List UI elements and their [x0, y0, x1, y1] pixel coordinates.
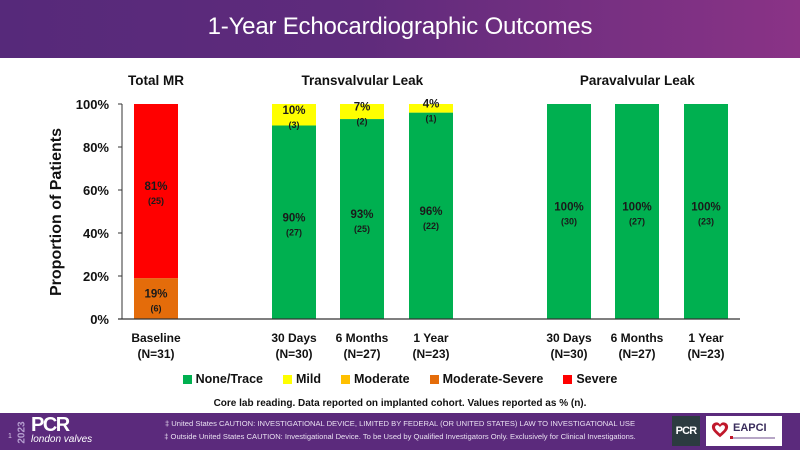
bar-value-label: 19% [144, 289, 167, 301]
y-tick-label: 60% [83, 183, 109, 198]
pcr-london-valves-logo: PCR [31, 414, 70, 436]
bar-value-label: 90% [282, 212, 305, 224]
bar-value-label: 10% [282, 105, 305, 117]
bar-value-label: 96% [419, 206, 442, 218]
legend-item: Mild [283, 372, 321, 386]
y-tick-label: 40% [83, 226, 109, 241]
group-title: Paravalvular Leak [580, 73, 695, 88]
bar-value-label: 81% [144, 181, 167, 193]
slide-number: 1 [8, 433, 12, 440]
legend-label: Moderate-Severe [442, 372, 544, 386]
bar-count-label: (6) [151, 304, 162, 314]
eapci-label: EAPCI [733, 422, 767, 434]
legend-item: Moderate [341, 372, 410, 386]
legend-swatch [283, 374, 293, 384]
x-category-label: 6 Months [611, 331, 664, 345]
eapci-tagline [733, 437, 775, 439]
slide-title: 1-Year Echocardiographic Outcomes [207, 13, 593, 40]
bar-segment [409, 112, 453, 319]
bar-count-label: (27) [629, 217, 645, 227]
x-category-n-label: (N=31) [137, 347, 174, 361]
legend-label: None/Trace [195, 372, 264, 386]
bar-segment [340, 104, 384, 120]
bar-segment [409, 104, 453, 113]
x-category-n-label: (N=30) [550, 347, 587, 361]
legend-swatch [429, 374, 439, 384]
bar-value-label: 100% [554, 202, 583, 214]
bar-count-label: (22) [423, 221, 439, 231]
bar-value-label: 100% [691, 202, 720, 214]
bar-segment [134, 278, 178, 319]
group-title: Total MR [128, 73, 184, 88]
y-axis-label: Proportion of Patients [48, 128, 65, 296]
x-category-label: 1 Year [688, 331, 723, 345]
x-category-n-label: (N=23) [412, 347, 449, 361]
heart-icon [711, 422, 729, 438]
eapci-logo: EAPCI [706, 416, 782, 446]
x-category-n-label: (N=27) [618, 347, 655, 361]
x-category-n-label: (N=23) [687, 347, 724, 361]
title-bar: 1-Year Echocardiographic Outcomes [0, 0, 800, 58]
logo-subtitle: london valves [31, 434, 93, 445]
bar-count-label: (3) [289, 120, 300, 130]
y-tick-label: 0% [90, 312, 109, 327]
bar-segment [272, 104, 316, 126]
footer-bar: 1 2023 PCR london valves ‡ United States… [0, 413, 800, 450]
chart-footnote: Core lab reading. Data reported on impla… [213, 398, 587, 409]
x-category-label: 30 Days [546, 331, 592, 345]
chart-legend: None/Trace Mild Moderate Moderate-Severe Sev… [0, 372, 800, 386]
legend-item: Moderate-Severe [429, 372, 544, 386]
x-category-label: 1 Year [413, 331, 448, 345]
bar-value-label: 7% [354, 102, 371, 114]
pcr-partner-logo: PCR [672, 416, 700, 446]
bar-count-label: (25) [354, 224, 370, 234]
x-category-label: 6 Months [336, 331, 389, 345]
legend-label: Moderate [354, 372, 410, 386]
bar-value-label: 100% [622, 202, 651, 214]
legend-item: None/Trace [182, 372, 264, 386]
x-category-n-label: (N=27) [343, 347, 380, 361]
bar-count-label: (2) [357, 117, 368, 127]
bar-value-label: 4% [423, 98, 440, 110]
y-tick-label: 100% [76, 97, 110, 112]
x-category-label: Baseline [131, 331, 181, 345]
bar-value-label: 93% [350, 209, 373, 221]
bar-count-label: (23) [698, 217, 714, 227]
bar-segment [134, 104, 178, 279]
stacked-bar-chart: Proportion of Patients 0% 20% 40% 60% 80% 100%… [48, 73, 740, 361]
x-category-label: 30 Days [271, 331, 317, 345]
bar-count-label: (30) [561, 217, 577, 227]
legend-swatch [563, 374, 573, 384]
bar-count-label: (27) [286, 227, 302, 237]
bar-segment [272, 125, 316, 319]
caution-us-text: ‡ United States CAUTION: INVESTIGATIONAL… [164, 419, 636, 428]
legend-swatch [182, 374, 192, 384]
y-tick-label: 80% [83, 140, 109, 155]
legend-item: Severe [563, 372, 617, 386]
bar-segment [340, 119, 384, 319]
bar-count-label: (25) [148, 196, 164, 206]
bar-segment [615, 104, 659, 319]
legend-label: Severe [576, 372, 618, 386]
caution-ous-text: ‡ Outside United States CAUTION: Investi… [164, 432, 636, 441]
x-category-n-label: (N=30) [275, 347, 312, 361]
legend-label: Mild [296, 372, 322, 386]
legend-swatch [341, 374, 351, 384]
bar-count-label: (1) [426, 113, 437, 123]
y-tick-label: 20% [83, 269, 109, 284]
bar-segment [547, 104, 591, 319]
bar-segment [684, 104, 728, 319]
eapci-tagline-mark [730, 436, 733, 439]
group-title: Transvalvular Leak [302, 73, 424, 88]
